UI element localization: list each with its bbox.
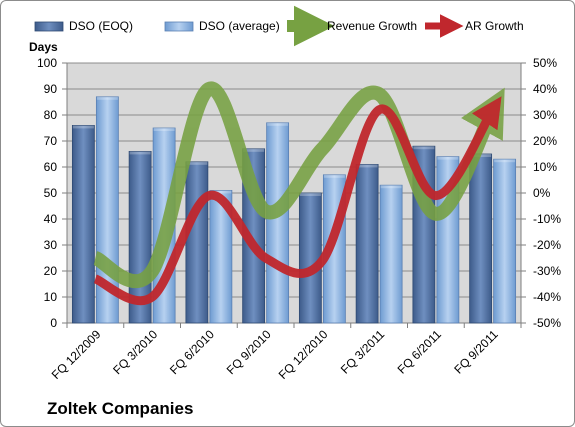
bar-top-dso-eoq [186, 161, 208, 165]
legend-ar-growth-label: AR Growth [465, 19, 524, 33]
bar-dso-average [209, 189, 233, 324]
bar-dso-eoq [355, 163, 379, 324]
y-tick-label: 0 [50, 316, 57, 330]
y-tick-label: 70 [44, 134, 58, 148]
y-tick-label: 40 [44, 212, 58, 226]
bar-top-dso-average [323, 174, 345, 178]
bar-top-dso-average [210, 190, 232, 194]
y-tick-label: 50 [44, 186, 58, 200]
bar-top-dso-average [380, 185, 402, 189]
x-tick-label: FQ 6/2011 [395, 327, 445, 377]
bar-dso-average [493, 158, 517, 324]
bar-top-dso-average [153, 128, 175, 131]
x-tick-label: FQ 12/2009 [49, 327, 104, 382]
bar-top-dso-eoq [129, 151, 151, 155]
ar-growth-line [93, 96, 502, 306]
bar-top-dso-eoq [299, 193, 321, 196]
company-name: Zoltek Companies [47, 399, 194, 418]
y2-tick-label: -10% [533, 212, 561, 226]
bar-dso-eoq [469, 153, 493, 324]
y2-tick-label: 20% [533, 134, 557, 148]
legend: DSO (EOQ) DSO (average) Revenue Growth AR G… [34, 5, 524, 47]
bar-dso-eoq [71, 125, 95, 324]
y2-tick-label: 30% [533, 108, 557, 122]
x-tick-label: FQ 3/2011 [338, 327, 388, 377]
revenue-growth-line [92, 81, 505, 289]
x-tick-label: FQ 9/2010 [224, 327, 274, 377]
bar-top-dso-eoq [243, 148, 265, 152]
y2-tick-label: 0% [533, 186, 551, 200]
x-tick-label: FQ 6/2010 [167, 327, 217, 377]
bar-top-dso-average [494, 159, 516, 163]
y-axis-title: Days [29, 40, 58, 54]
bar-top-dso-eoq [72, 125, 94, 129]
legend-revenue-growth-label: Revenue Growth [327, 19, 417, 33]
y2-tick-label: -20% [533, 238, 561, 252]
bar-top-dso-eoq [413, 146, 435, 150]
y2-tick-label: 10% [533, 160, 557, 174]
y2-tick-label: 40% [533, 82, 557, 96]
y-tick-label: 20 [44, 264, 58, 278]
y2-tick-label: -50% [533, 316, 561, 330]
y-tick-label: 30 [44, 238, 58, 252]
bar-dso-average [266, 122, 290, 324]
bar-dso-eoq [185, 161, 209, 324]
legend-dso-average-swatch [164, 21, 194, 32]
legend-dso-average-label: DSO (average) [199, 19, 280, 33]
x-tick-label: FQ 3/2010 [110, 327, 160, 377]
x-tick-label: FQ 12/2010 [276, 327, 331, 382]
bar-dso-eoq [298, 192, 322, 324]
y2-tick-label: -30% [533, 264, 561, 278]
y-tick-label: 90 [44, 82, 58, 96]
y-tick-label: 10 [44, 290, 58, 304]
bar-top-dso-average [437, 156, 459, 160]
x-tick-label: FQ 9/2011 [451, 327, 501, 377]
bar-top-dso-average [267, 122, 289, 126]
y-tick-label: 80 [44, 108, 58, 122]
y-tick-label: 100 [37, 56, 57, 70]
y-tick-label: 60 [44, 160, 58, 174]
legend-dso-eoq-label: DSO (EOQ) [69, 19, 133, 33]
y2-tick-label: -40% [533, 290, 561, 304]
legend-dso-eoq-swatch [34, 21, 64, 32]
bar-top-dso-average [96, 96, 118, 100]
bar-dso-average [379, 184, 403, 324]
y2-tick-label: 50% [533, 56, 557, 70]
bar-top-dso-eoq [356, 164, 378, 168]
